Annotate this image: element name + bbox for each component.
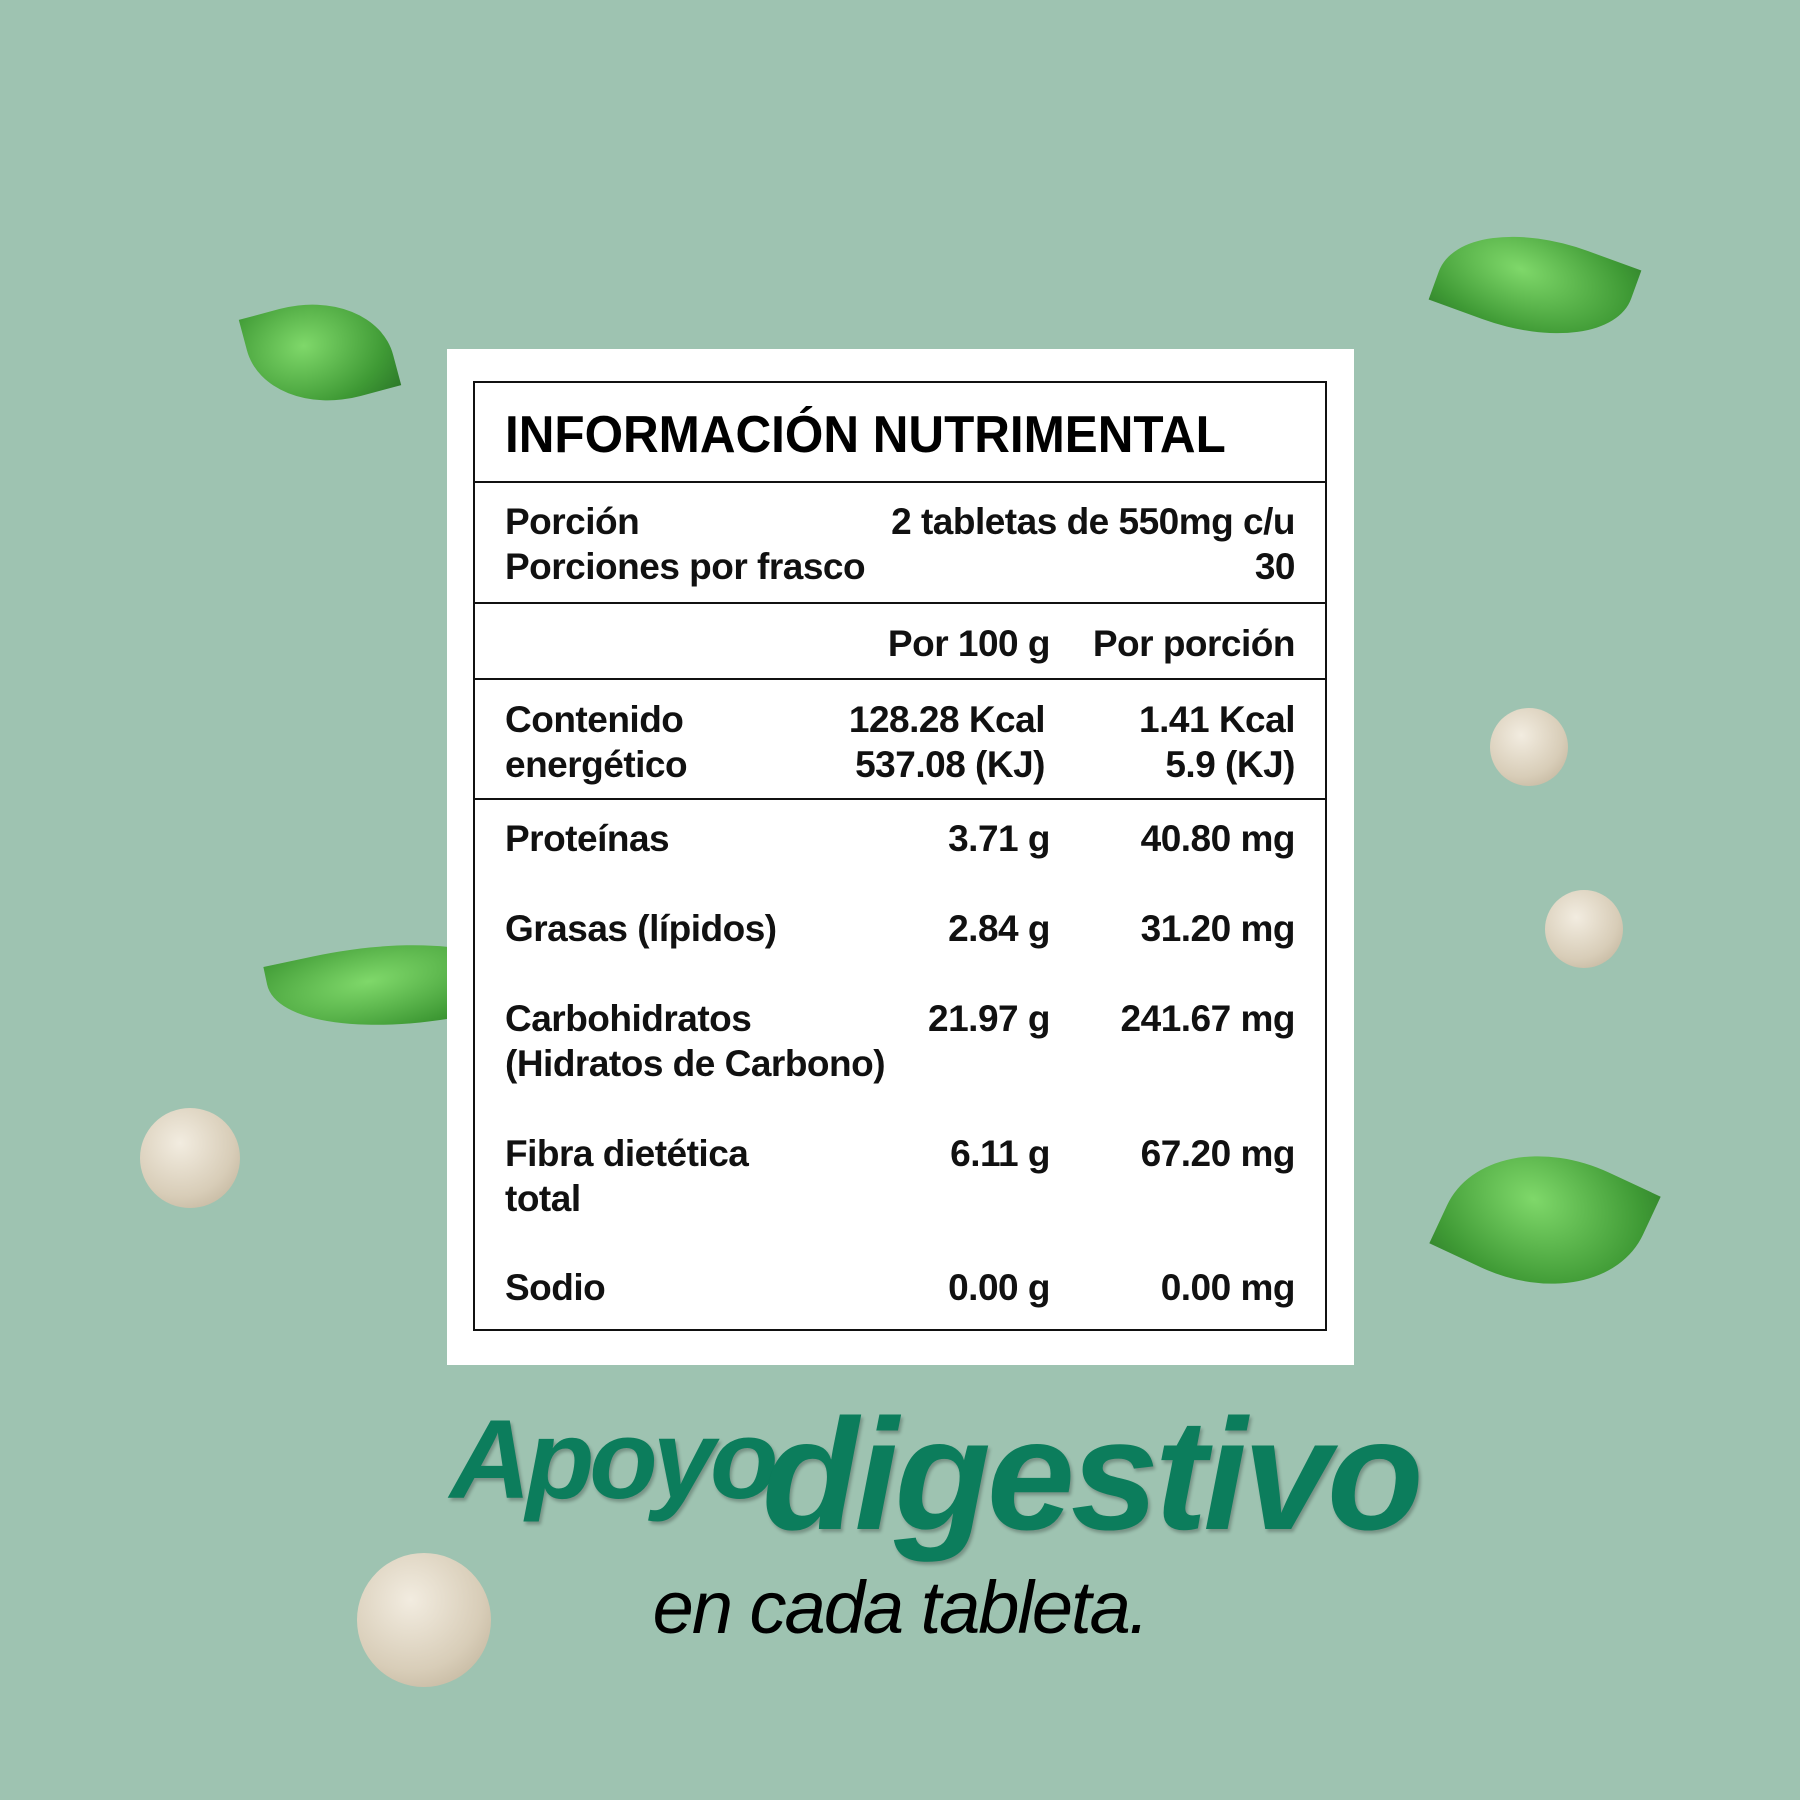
- energy-per100: 537.08 (KJ): [855, 744, 1045, 785]
- row-serving: 67.20 mg: [1140, 1133, 1296, 1174]
- tablet-icon: [1490, 708, 1568, 786]
- row-per100: 21.97 g: [928, 998, 1050, 1039]
- tagline-apoyo: Apoyo: [450, 1397, 778, 1522]
- row-serving: 40.80 mg: [1140, 818, 1296, 859]
- row-label: Proteínas: [505, 818, 670, 859]
- row-serving: 241.67 mg: [1120, 998, 1296, 1039]
- col-header-perserving: Por porción: [1092, 623, 1296, 664]
- divider: [475, 798, 1325, 800]
- serving-value: 2 tabletas de 550mg c/u: [891, 501, 1295, 542]
- row-label: (Hidratos de Carbono): [505, 1043, 886, 1084]
- energy-serving: 5.9 (KJ): [1165, 744, 1295, 785]
- row-label: Sodio: [505, 1267, 606, 1308]
- row-label: Grasas (lípidos): [505, 908, 777, 949]
- col-header-per100: Por 100 g: [887, 623, 1051, 664]
- divider: [475, 602, 1325, 604]
- row-per100: 2.84 g: [948, 908, 1050, 949]
- mint-leaf-icon: [238, 283, 402, 422]
- serving-label: Porción: [505, 501, 640, 542]
- row-serving: 0.00 mg: [1160, 1267, 1296, 1308]
- divider: [475, 481, 1325, 483]
- row-per100: 0.00 g: [948, 1267, 1050, 1308]
- label-title: INFORMACIÓN NUTRIMENTAL: [505, 406, 1226, 464]
- row-per100: 6.11 g: [950, 1133, 1050, 1174]
- nutrition-label: INFORMACIÓN NUTRIMENTAL Porción 2 tablet…: [447, 349, 1354, 1365]
- energy-per100: 128.28 Kcal: [848, 699, 1046, 740]
- row-per100: 3.71 g: [948, 818, 1050, 859]
- row-label: Carbohidratos: [505, 998, 752, 1039]
- divider: [475, 678, 1325, 680]
- tagline-digestivo: digestivo: [762, 1387, 1424, 1563]
- row-label: Fibra dietética: [505, 1133, 749, 1174]
- servings-label: Porciones por frasco: [505, 546, 866, 587]
- mint-leaf-icon: [1428, 205, 1642, 365]
- tablet-icon: [357, 1553, 491, 1687]
- tagline-subtitle: en cada tableta.: [652, 1566, 1150, 1649]
- energy-serving: 1.41 Kcal: [1139, 699, 1295, 740]
- servings-value: 30: [1254, 546, 1296, 587]
- tablet-icon: [140, 1108, 240, 1208]
- energy-label: Contenido: [505, 699, 684, 740]
- row-serving: 31.20 mg: [1140, 908, 1296, 949]
- row-label: total: [505, 1178, 581, 1219]
- mint-leaf-icon: [1429, 1116, 1661, 1324]
- tablet-icon: [1545, 890, 1623, 968]
- energy-label: energético: [505, 744, 688, 785]
